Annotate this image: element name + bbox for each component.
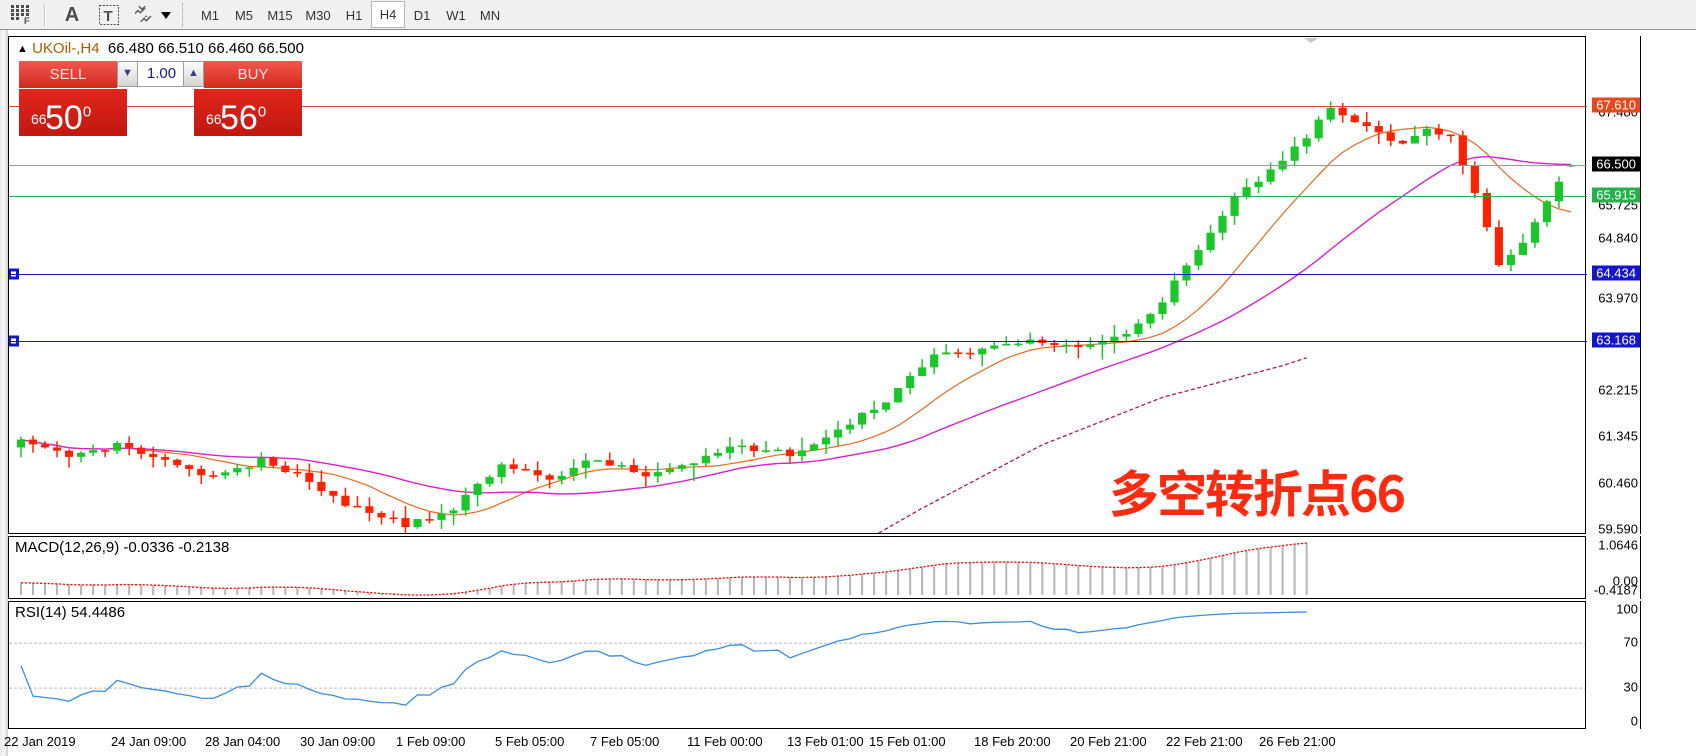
svg-text:T: T [104,8,113,25]
svg-text:F: F [24,16,30,25]
